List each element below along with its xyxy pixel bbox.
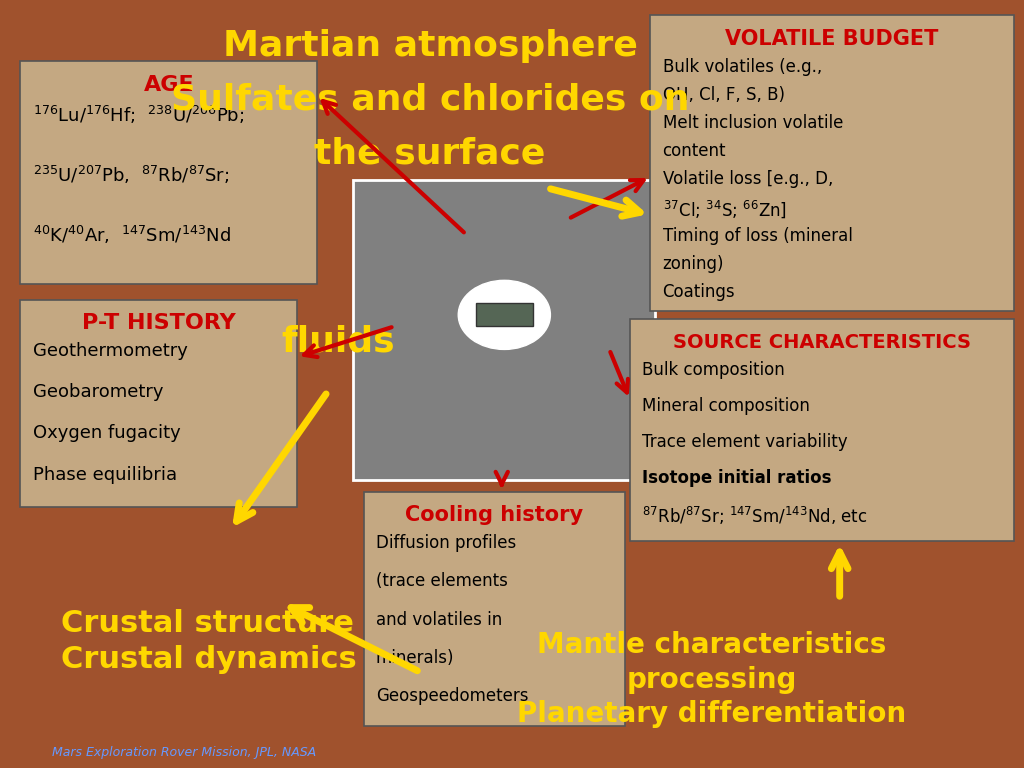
Text: Volatile loss [e.g., D,: Volatile loss [e.g., D, <box>663 170 833 188</box>
Text: $^{37}$Cl; $^{34}$S; $^{66}$Zn]: $^{37}$Cl; $^{34}$S; $^{66}$Zn] <box>663 198 786 220</box>
Text: Coatings: Coatings <box>663 283 735 301</box>
FancyBboxPatch shape <box>630 319 1014 541</box>
Text: VOLATILE BUDGET: VOLATILE BUDGET <box>725 29 939 49</box>
Text: Geospeedometers: Geospeedometers <box>376 687 528 705</box>
FancyBboxPatch shape <box>364 492 625 726</box>
Text: Bulk composition: Bulk composition <box>642 361 784 379</box>
Text: AGE: AGE <box>143 75 195 95</box>
Text: minerals): minerals) <box>376 649 455 667</box>
Text: P-T HISTORY: P-T HISTORY <box>82 313 236 333</box>
Text: Diffusion profiles: Diffusion profiles <box>376 534 516 551</box>
FancyBboxPatch shape <box>650 15 1014 311</box>
Text: Sulfates and chlorides on: Sulfates and chlorides on <box>171 83 689 117</box>
Text: $^{235}$U/$^{207}$Pb,  $^{87}$Rb/$^{87}$Sr;: $^{235}$U/$^{207}$Pb, $^{87}$Rb/$^{87}$S… <box>33 164 229 186</box>
Text: Bulk volatiles (e.g.,: Bulk volatiles (e.g., <box>663 58 822 75</box>
Text: $^{87}$Rb/$^{87}$Sr; $^{147}$Sm/$^{143}$Nd, etc: $^{87}$Rb/$^{87}$Sr; $^{147}$Sm/$^{143}$… <box>642 505 867 528</box>
Text: OH, Cl, F, S, B): OH, Cl, F, S, B) <box>663 86 784 104</box>
Text: Geobarometry: Geobarometry <box>33 383 163 401</box>
Text: Mars Exploration Rover Mission, JPL, NASA: Mars Exploration Rover Mission, JPL, NAS… <box>52 746 316 759</box>
Text: Trace element variability: Trace element variability <box>642 433 848 451</box>
Text: the surface: the surface <box>314 137 546 170</box>
Text: $^{40}$K/$^{40}$Ar,  $^{147}$Sm/$^{143}$Nd: $^{40}$K/$^{40}$Ar, $^{147}$Sm/$^{143}$N… <box>33 224 230 246</box>
Text: (trace elements: (trace elements <box>376 572 508 590</box>
Text: zoning): zoning) <box>663 255 724 273</box>
Text: Cooling history: Cooling history <box>406 505 583 525</box>
Text: Timing of loss (mineral: Timing of loss (mineral <box>663 227 852 244</box>
Text: $^{176}$Lu/$^{176}$Hf;  $^{238}$U/$^{206}$Pb;: $^{176}$Lu/$^{176}$Hf; $^{238}$U/$^{206}… <box>33 104 244 126</box>
Text: content: content <box>663 142 726 160</box>
Text: Oxygen fugacity: Oxygen fugacity <box>33 424 180 442</box>
Text: Crustal structure
Crustal dynamics: Crustal structure Crustal dynamics <box>61 609 357 674</box>
Text: Melt inclusion volatile: Melt inclusion volatile <box>663 114 843 132</box>
Text: Mantle characteristics
processing
Planetary differentiation: Mantle characteristics processing Planet… <box>517 631 906 728</box>
FancyBboxPatch shape <box>20 61 317 284</box>
FancyBboxPatch shape <box>475 303 532 326</box>
Text: Geothermometry: Geothermometry <box>33 342 187 359</box>
Text: Phase equilibria: Phase equilibria <box>33 465 177 484</box>
Text: Mineral composition: Mineral composition <box>642 397 810 415</box>
Text: Martian atmosphere: Martian atmosphere <box>222 29 638 63</box>
FancyBboxPatch shape <box>20 300 297 507</box>
Text: Isotope initial ratios: Isotope initial ratios <box>642 469 831 487</box>
Text: and volatiles in: and volatiles in <box>376 611 502 628</box>
FancyBboxPatch shape <box>353 180 655 480</box>
Text: SOURCE CHARACTERISTICS: SOURCE CHARACTERISTICS <box>673 333 971 352</box>
Text: fluids: fluids <box>282 325 394 359</box>
Circle shape <box>458 280 551 349</box>
